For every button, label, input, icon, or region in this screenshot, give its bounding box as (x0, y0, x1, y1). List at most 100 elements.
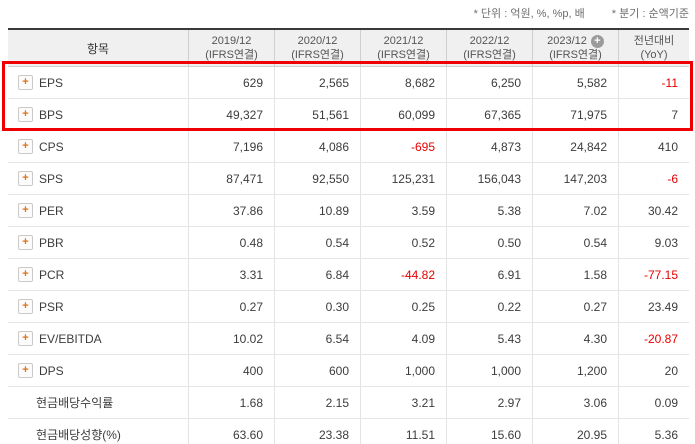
cell-value: 0.50 (446, 227, 532, 258)
cell-value: 4.09 (360, 323, 446, 354)
cell-value: 60,099 (360, 99, 446, 130)
cell-yoy-value: -11 (618, 67, 689, 98)
header-row: 항목 2019/12 (IFRS연결) 2020/12 (IFRS연결) 2021/12… (8, 30, 689, 67)
table-row: + DPS 400 600 1,000 1,000 1,200 20 (8, 355, 689, 387)
cell-value: 0.27 (188, 291, 274, 322)
cell-value: 1.58 (532, 259, 618, 290)
cell-value: 23.38 (274, 419, 360, 444)
expand-row-icon[interactable]: + (18, 267, 33, 282)
cell-value: 6.91 (446, 259, 532, 290)
cell-value: 600 (274, 355, 360, 386)
cell-yoy-value: 410 (618, 131, 689, 162)
cell-value: 51,561 (274, 99, 360, 130)
cell-value: 0.25 (360, 291, 446, 322)
cell-value: -44.82 (360, 259, 446, 290)
row-label-cell: + DPS (8, 355, 188, 386)
expand-row-icon[interactable]: + (18, 299, 33, 314)
expand-row-icon[interactable]: + (18, 171, 33, 186)
cell-value: 49,327 (188, 99, 274, 130)
expand-row-icon[interactable]: + (18, 331, 33, 346)
cell-yoy-value: 20 (618, 355, 689, 386)
expand-row-icon[interactable]: + (18, 203, 33, 218)
cell-value: 7,196 (188, 131, 274, 162)
table-row: + BPS 49,327 51,561 60,099 67,365 71,975 7 (8, 99, 689, 131)
cell-yoy-value: 23.49 (618, 291, 689, 322)
cell-value: 6,250 (446, 67, 532, 98)
financial-ratio-table: 항목 2019/12 (IFRS연결) 2020/12 (IFRS연결) 2021/12… (8, 28, 689, 444)
table-row: + EPS 629 2,565 8,682 6,250 5,582 -11 (8, 67, 689, 99)
column-header-line1: 2020/12 (297, 35, 338, 47)
table-row: + CPS 7,196 4,086 -695 4,873 24,842 410 (8, 131, 689, 163)
table-row: + EV/EBITDA 10.02 6.54 4.09 5.43 4.30 -20.87 (8, 323, 689, 355)
cell-value: 400 (188, 355, 274, 386)
row-label: EPS (39, 75, 64, 90)
cell-value: 92,550 (274, 163, 360, 194)
expand-row-icon[interactable]: + (18, 235, 33, 250)
row-label: 현금배당수익률 (36, 396, 114, 410)
cell-value: 1,000 (446, 355, 532, 386)
cell-yoy-value: -20.87 (618, 323, 689, 354)
cell-value: 0.52 (360, 227, 446, 258)
cell-value: 0.54 (532, 227, 618, 258)
row-label: EV/EBITDA (39, 331, 102, 346)
row-label-cell: + SPS (8, 163, 188, 194)
column-header-yoy: 전년대비 (YoY) (618, 30, 689, 66)
cell-value: 67,365 (446, 99, 532, 130)
cell-value: 8,682 (360, 67, 446, 98)
unit-note: * 단위 : 억원, %, %p, 배 (473, 8, 585, 20)
cell-value: 1,200 (532, 355, 618, 386)
cell-value: 0.30 (274, 291, 360, 322)
basis-note: * 분기 : 순액기준 (611, 8, 689, 20)
column-header-year: 2023/12 + (IFRS연결) (532, 30, 618, 66)
cell-yoy-value: 9.03 (618, 227, 689, 258)
column-header-line2: (YoY) (640, 49, 668, 61)
cell-value: 5.43 (446, 323, 532, 354)
column-header-line2: (IFRS연결) (291, 49, 344, 61)
expand-row-icon[interactable]: + (18, 363, 33, 378)
cell-value: 1,000 (360, 355, 446, 386)
row-label-cell: + PER (8, 195, 188, 226)
table-row: 현금배당성향(%) 63.60 23.38 11.51 15.60 20.95 5.36 (8, 419, 689, 444)
column-header-year: 2020/12 (IFRS연결) (274, 30, 360, 66)
cell-yoy-value: 7 (618, 99, 689, 130)
cell-value: 71,975 (532, 99, 618, 130)
table-row: 현금배당수익률 1.68 2.15 3.21 2.97 3.06 0.09 (8, 387, 689, 419)
cell-value: 4,873 (446, 131, 532, 162)
column-header-line2: (IFRS연결) (549, 49, 602, 61)
row-label: SPS (39, 171, 64, 186)
cell-yoy-value: 30.42 (618, 195, 689, 226)
row-label: PER (39, 203, 64, 218)
cell-value: 3.21 (360, 387, 446, 418)
row-label-cell: 현금배당성향(%) (8, 419, 188, 444)
cell-value: 87,471 (188, 163, 274, 194)
row-label-cell: + PCR (8, 259, 188, 290)
column-header-line1: 전년대비 (633, 35, 675, 47)
row-label-cell: + EV/EBITDA (8, 323, 188, 354)
add-column-icon[interactable]: + (590, 34, 604, 48)
expand-row-icon[interactable]: + (18, 139, 33, 154)
table-row: + PSR 0.27 0.30 0.25 0.22 0.27 23.49 (8, 291, 689, 323)
cell-value: 63.60 (188, 419, 274, 444)
cell-yoy-value: 5.36 (618, 419, 689, 444)
cell-value: 125,231 (360, 163, 446, 194)
cell-value: 1.68 (188, 387, 274, 418)
cell-value: 0.48 (188, 227, 274, 258)
table-notes: * 단위 : 억원, %, %p, 배 * 분기 : 순액기준 (474, 5, 689, 21)
column-header-line2: (IFRS연결) (463, 49, 516, 61)
expand-row-icon[interactable]: + (18, 107, 33, 122)
cell-value: 3.31 (188, 259, 274, 290)
cell-value: 2.97 (446, 387, 532, 418)
cell-value: 3.59 (360, 195, 446, 226)
cell-value: 37.86 (188, 195, 274, 226)
cell-value: 5.38 (446, 195, 532, 226)
cell-value: 6.54 (274, 323, 360, 354)
expand-row-icon[interactable]: + (18, 75, 33, 90)
cell-value: 4.30 (532, 323, 618, 354)
column-header-line2: (IFRS연결) (377, 49, 430, 61)
row-label-cell: + PSR (8, 291, 188, 322)
cell-value: 3.06 (532, 387, 618, 418)
column-header-line1: 2021/12 (383, 35, 424, 47)
row-label: PCR (39, 267, 65, 282)
row-label: PSR (39, 299, 64, 314)
